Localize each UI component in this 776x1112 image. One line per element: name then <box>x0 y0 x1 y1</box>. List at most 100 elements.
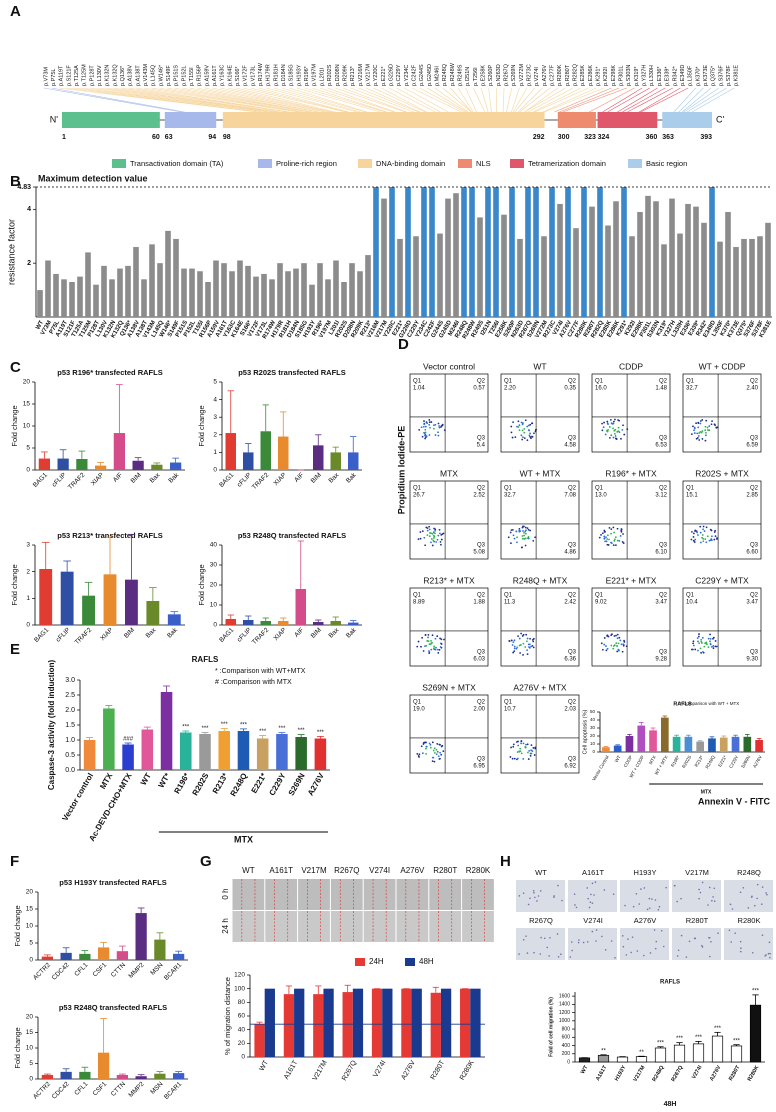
cell-dot <box>436 648 439 651</box>
cell-dot <box>524 419 527 422</box>
cell-dot <box>529 754 532 757</box>
quadrant-name: Q3 <box>477 650 486 656</box>
stain-dot <box>643 887 646 889</box>
cell-dot <box>512 421 515 424</box>
stain-dot <box>751 951 754 954</box>
stain-dot <box>730 941 733 943</box>
cell-dot <box>690 433 693 435</box>
mutation-label: p.C277F <box>550 64 556 86</box>
bar <box>93 284 99 317</box>
cell-dot <box>524 537 527 540</box>
quadrant-value: 2.20 <box>504 386 516 392</box>
cell-dot <box>428 528 431 531</box>
stain-dot <box>654 899 657 901</box>
mutation-label: p.S378F <box>726 65 732 86</box>
panel-label: C <box>10 359 21 376</box>
quadrant-name: Q2 <box>568 593 577 599</box>
x-tick-label: R267Q <box>671 1064 685 1083</box>
cell-dot <box>620 643 623 646</box>
cell-dot <box>426 422 429 425</box>
cell-dot <box>621 650 624 653</box>
cell-dot <box>610 422 613 424</box>
cell-dot <box>433 645 436 648</box>
cell-dot <box>706 535 709 538</box>
quadrant-name: Q1 <box>504 593 513 599</box>
bar <box>741 238 747 317</box>
stain-dot <box>658 905 661 908</box>
cell-dot <box>523 437 526 440</box>
cell-dot <box>434 434 437 436</box>
cell-dot <box>432 531 435 534</box>
bar <box>165 230 171 317</box>
x-tick-label: Vector Control <box>591 755 610 782</box>
y-axis-label: Fold change <box>197 564 206 605</box>
bar <box>692 1043 705 1063</box>
mutation-label: p.R280T <box>565 64 571 86</box>
bar <box>301 263 307 317</box>
quadrant-name: Q3 <box>659 650 668 656</box>
image-column-label: R280K <box>466 866 491 875</box>
plot-frame <box>500 587 580 667</box>
x-tick-label: MSN <box>149 1080 164 1095</box>
cell-dot <box>527 424 530 427</box>
x-tick-label: ACTR2 <box>32 1080 52 1100</box>
cell-dot <box>431 634 434 637</box>
x-tick-label: AIF <box>112 472 124 484</box>
cell-dot <box>694 529 697 532</box>
mutation-label: p.T155I <box>189 67 195 86</box>
stain-dot <box>756 897 758 900</box>
x-tick-label: R280K <box>747 1065 761 1083</box>
mutation-label: p.R267Q <box>504 63 510 86</box>
x-tick-label: Bak <box>166 626 179 639</box>
quadrant-value: 6.36 <box>564 657 576 663</box>
cell-dot <box>509 756 512 758</box>
domain <box>222 112 545 128</box>
mutation-connector <box>89 87 273 113</box>
domain <box>62 112 160 128</box>
bar <box>349 263 355 317</box>
bar <box>573 228 579 317</box>
mutation-label: p.R282Q <box>573 63 579 86</box>
mutation-label: p.Q136* <box>120 65 126 86</box>
cell-dot <box>526 649 529 652</box>
cell-dot <box>617 419 619 421</box>
mutation-label: p.V143M <box>143 64 149 86</box>
bar <box>98 1052 110 1079</box>
stain-dot <box>740 947 742 950</box>
cell-dot <box>428 423 431 426</box>
quadrant-value: 10.4 <box>686 600 698 606</box>
cell-dot <box>511 436 514 439</box>
cell-dot <box>620 437 622 440</box>
y-tick-label: 3 <box>26 542 30 549</box>
bar <box>581 187 587 317</box>
x-tick-label: BCAR1 <box>163 961 184 982</box>
bar <box>477 217 483 317</box>
stain-dot <box>630 951 633 954</box>
x-tick-label: Vector control <box>60 772 95 823</box>
cell-dot <box>692 539 695 542</box>
cell-dot <box>438 648 441 651</box>
cell-dot <box>427 633 430 636</box>
bar <box>461 187 467 317</box>
y-tick-label: 4.83 <box>17 184 31 191</box>
cell-dot <box>533 754 536 756</box>
cell-dot <box>517 635 519 638</box>
bar <box>485 187 491 317</box>
mutation-connector <box>524 87 558 113</box>
x-tick-label: R196* <box>172 771 191 796</box>
stain-dot <box>522 892 525 895</box>
y-tick-label: 10 <box>26 1045 34 1052</box>
y-tick-label: 15 <box>26 1029 34 1036</box>
bar <box>61 279 67 317</box>
bar <box>401 988 412 1057</box>
cell-dot <box>513 757 516 760</box>
cell-dot <box>419 537 422 540</box>
x-tick-label: R202S <box>681 755 692 769</box>
cell-dot <box>518 644 521 647</box>
scratch-image <box>363 879 396 910</box>
mutation-connector <box>82 87 268 113</box>
x-tick-label: R248Q <box>229 772 249 798</box>
stain-dot <box>711 899 713 902</box>
bar <box>254 1024 265 1057</box>
